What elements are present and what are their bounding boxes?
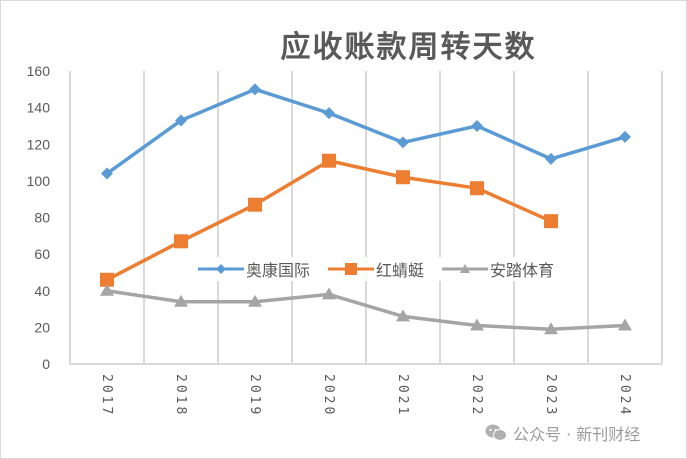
- y-tick-label: 0: [42, 356, 50, 372]
- square-marker: [248, 197, 262, 212]
- gridlines: [69, 71, 663, 365]
- diamond-marker: [249, 83, 261, 96]
- series-diamond: [101, 83, 631, 180]
- triangle-marker: [248, 294, 262, 307]
- y-tick-label: 60: [34, 246, 50, 262]
- triangle-marker-icon: [442, 264, 489, 273]
- x-tick-label: 2023: [543, 374, 558, 417]
- legend-label: 安踏体育: [490, 261, 555, 280]
- triangle-marker: [322, 287, 336, 300]
- watermark-text: 公众号 · 新刊财经: [513, 425, 641, 444]
- legend-label: 奥康国际: [246, 261, 311, 280]
- square-marker: [470, 181, 484, 196]
- square-marker: [396, 170, 410, 185]
- x-tick-label: 2020: [321, 374, 336, 417]
- legend-label: 红蜻蜓: [376, 261, 425, 280]
- triangle-marker: [396, 309, 410, 322]
- diamond-marker: [101, 167, 113, 180]
- y-tick-label: 160: [27, 63, 51, 79]
- legend: 奥康国际 红蜻蜓 安踏体育: [198, 257, 573, 281]
- x-tick-label: 2021: [395, 374, 410, 417]
- y-tick-label: 140: [27, 100, 51, 116]
- diamond-marker: [397, 136, 409, 149]
- series-square: [100, 153, 558, 287]
- chart-title: 应收账款周转天数: [280, 30, 537, 65]
- triangle-marker: [544, 322, 558, 335]
- diamond-marker: [175, 114, 187, 127]
- square-marker-icon: [328, 263, 375, 275]
- series-line: [105, 87, 626, 175]
- x-tick-label: 2022: [469, 374, 484, 417]
- diamond-marker: [471, 119, 483, 132]
- x-axis: 2017 2018 2019 2020 2021 2022 2023 2024: [99, 374, 632, 417]
- wechat-icon: [485, 424, 507, 441]
- x-tick-label: 2017: [99, 374, 114, 417]
- triangle-marker: [174, 294, 188, 307]
- diamond-marker: [323, 107, 335, 120]
- y-tick-label: 40: [34, 283, 50, 299]
- y-axis: 0 20 40 60 80 100 120 140 160: [27, 63, 51, 372]
- square-marker: [544, 214, 558, 229]
- legend-item-hongqingting: 红蜻蜓: [328, 257, 424, 281]
- diamond-marker: [545, 152, 557, 165]
- triangle-marker: [100, 283, 114, 296]
- watermark: 公众号 · 新刊财经: [485, 421, 640, 445]
- triangle-marker: [618, 318, 632, 331]
- diamond-marker-icon: [198, 264, 244, 274]
- y-tick-label: 120: [27, 136, 51, 152]
- square-marker: [322, 153, 336, 168]
- square-marker: [100, 272, 114, 287]
- x-tick-label: 2018: [173, 374, 188, 417]
- series-line: [106, 289, 626, 331]
- legend-item-aokang: 奥康国际: [198, 257, 310, 281]
- diamond-marker: [619, 130, 631, 143]
- series-group: [100, 83, 632, 335]
- y-tick-label: 100: [27, 173, 51, 189]
- x-tick-label: 2019: [247, 374, 262, 417]
- square-marker: [174, 234, 188, 249]
- y-tick-label: 80: [34, 210, 50, 226]
- series-triangle: [100, 283, 632, 335]
- x-tick-label: 2024: [617, 374, 632, 417]
- y-tick-label: 20: [34, 319, 50, 335]
- legend-item-anta: 安踏体育: [442, 257, 554, 281]
- triangle-marker: [470, 318, 484, 331]
